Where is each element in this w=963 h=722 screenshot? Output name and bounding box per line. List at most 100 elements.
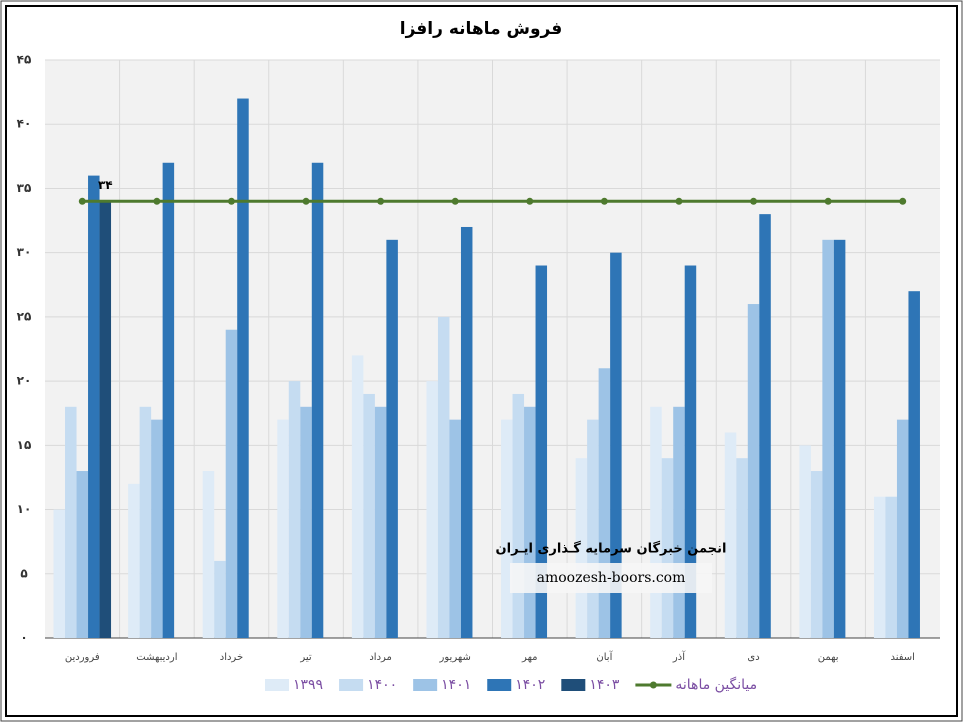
bar bbox=[822, 239, 834, 639]
bar bbox=[53, 509, 66, 638]
bar bbox=[833, 239, 846, 639]
bar bbox=[873, 496, 886, 638]
bar bbox=[650, 406, 662, 638]
y-tick-label: ۵ bbox=[20, 566, 27, 580]
y-tick-label: ۲۵ bbox=[17, 309, 32, 323]
bar bbox=[501, 419, 513, 638]
line-point bbox=[899, 197, 907, 205]
line-point bbox=[750, 197, 758, 205]
bar bbox=[128, 483, 140, 638]
bar bbox=[65, 406, 77, 638]
bar bbox=[426, 381, 438, 638]
legend-label: ۱۴۰۲ bbox=[515, 677, 545, 693]
y-tick-label: ۱۰ bbox=[17, 502, 32, 516]
legend-swatch bbox=[561, 679, 586, 691]
bar bbox=[598, 368, 611, 638]
bar bbox=[162, 162, 175, 638]
bar bbox=[151, 419, 163, 638]
line-point bbox=[78, 197, 86, 205]
bar bbox=[437, 316, 450, 638]
x-tick-label: آبان bbox=[596, 650, 613, 663]
bar bbox=[575, 458, 588, 638]
bar bbox=[351, 355, 364, 638]
bar bbox=[214, 560, 226, 638]
bar bbox=[139, 406, 152, 638]
y-tick-label: ٠ bbox=[20, 631, 27, 645]
data-label: ۳۴ bbox=[98, 178, 113, 192]
x-tick-label: اردیبهشت bbox=[136, 652, 177, 663]
x-tick-label: اسفند bbox=[890, 652, 914, 663]
legend-swatch bbox=[265, 679, 289, 691]
line-point bbox=[451, 197, 459, 205]
bar bbox=[88, 175, 100, 638]
bar bbox=[374, 406, 387, 638]
bar bbox=[237, 98, 249, 639]
bar bbox=[896, 419, 909, 638]
x-tick-label: مرداد bbox=[369, 652, 392, 663]
y-tick-label: ۳۵ bbox=[17, 181, 32, 195]
legend-swatch bbox=[339, 679, 364, 691]
y-tick-label: ۱۵ bbox=[17, 438, 32, 452]
legend-label: ۱۴۰۳ bbox=[589, 677, 620, 693]
x-tick-label: آذر bbox=[672, 650, 686, 663]
watermark-url: amoozesh-boors.com bbox=[537, 570, 686, 586]
bar bbox=[810, 471, 823, 638]
bar bbox=[225, 329, 238, 638]
bar bbox=[386, 239, 398, 639]
y-tick-label: ۳۰ bbox=[17, 245, 32, 259]
legend-label: ۱۴۰۰ bbox=[367, 677, 397, 693]
bar bbox=[524, 406, 536, 638]
legend-label: ۱۳۹۹ bbox=[293, 677, 323, 693]
x-tick-label: فروردین bbox=[65, 652, 100, 663]
x-tick-label: بهمن bbox=[818, 652, 839, 663]
x-tick-label: خرداد bbox=[220, 652, 243, 663]
bar bbox=[673, 406, 685, 638]
bar bbox=[908, 291, 920, 638]
x-tick-label: تیر bbox=[299, 652, 312, 663]
legend-label: میانگین ماهانه bbox=[675, 676, 757, 693]
line-point bbox=[153, 197, 161, 205]
bar bbox=[885, 496, 897, 638]
bar bbox=[512, 393, 525, 638]
bar bbox=[460, 226, 473, 638]
bar bbox=[76, 471, 89, 638]
x-tick-label: شهریور bbox=[439, 652, 471, 663]
bar bbox=[724, 432, 737, 638]
x-tick-label: مهر bbox=[521, 652, 537, 663]
bar bbox=[684, 265, 697, 638]
line-point bbox=[600, 197, 608, 205]
legend-swatch bbox=[487, 679, 512, 691]
bar bbox=[587, 419, 599, 638]
bar bbox=[277, 419, 289, 638]
line-point bbox=[302, 197, 310, 205]
line-point bbox=[377, 197, 385, 205]
line-point bbox=[526, 197, 534, 205]
bar bbox=[747, 304, 760, 638]
bar bbox=[288, 381, 301, 638]
y-tick-label: ۴۰ bbox=[17, 117, 32, 131]
watermark-box bbox=[510, 563, 712, 593]
x-tick-label: دی bbox=[747, 652, 759, 663]
legend-swatch bbox=[413, 679, 438, 691]
bar bbox=[99, 201, 112, 639]
legend-label: ۱۴۰۱ bbox=[441, 677, 471, 693]
y-tick-label: ۴۵ bbox=[17, 53, 32, 67]
legend-dot bbox=[649, 681, 657, 689]
line-point bbox=[824, 197, 832, 205]
bar bbox=[610, 252, 622, 638]
watermark-title: انجمن خبرگان سرمایه گـذاری ایـران bbox=[496, 541, 727, 557]
bar bbox=[300, 406, 312, 638]
bar bbox=[799, 445, 811, 638]
bar bbox=[535, 265, 548, 638]
chart-title: فروش ماهانه رافزا bbox=[400, 19, 563, 39]
bar bbox=[363, 393, 375, 638]
bar bbox=[759, 214, 771, 638]
bar bbox=[736, 458, 748, 638]
bar bbox=[449, 419, 461, 638]
line-point bbox=[675, 197, 683, 205]
line-point bbox=[227, 197, 235, 205]
y-tick-label: ۲۰ bbox=[17, 374, 32, 388]
bar bbox=[311, 162, 324, 638]
bar bbox=[661, 458, 674, 638]
